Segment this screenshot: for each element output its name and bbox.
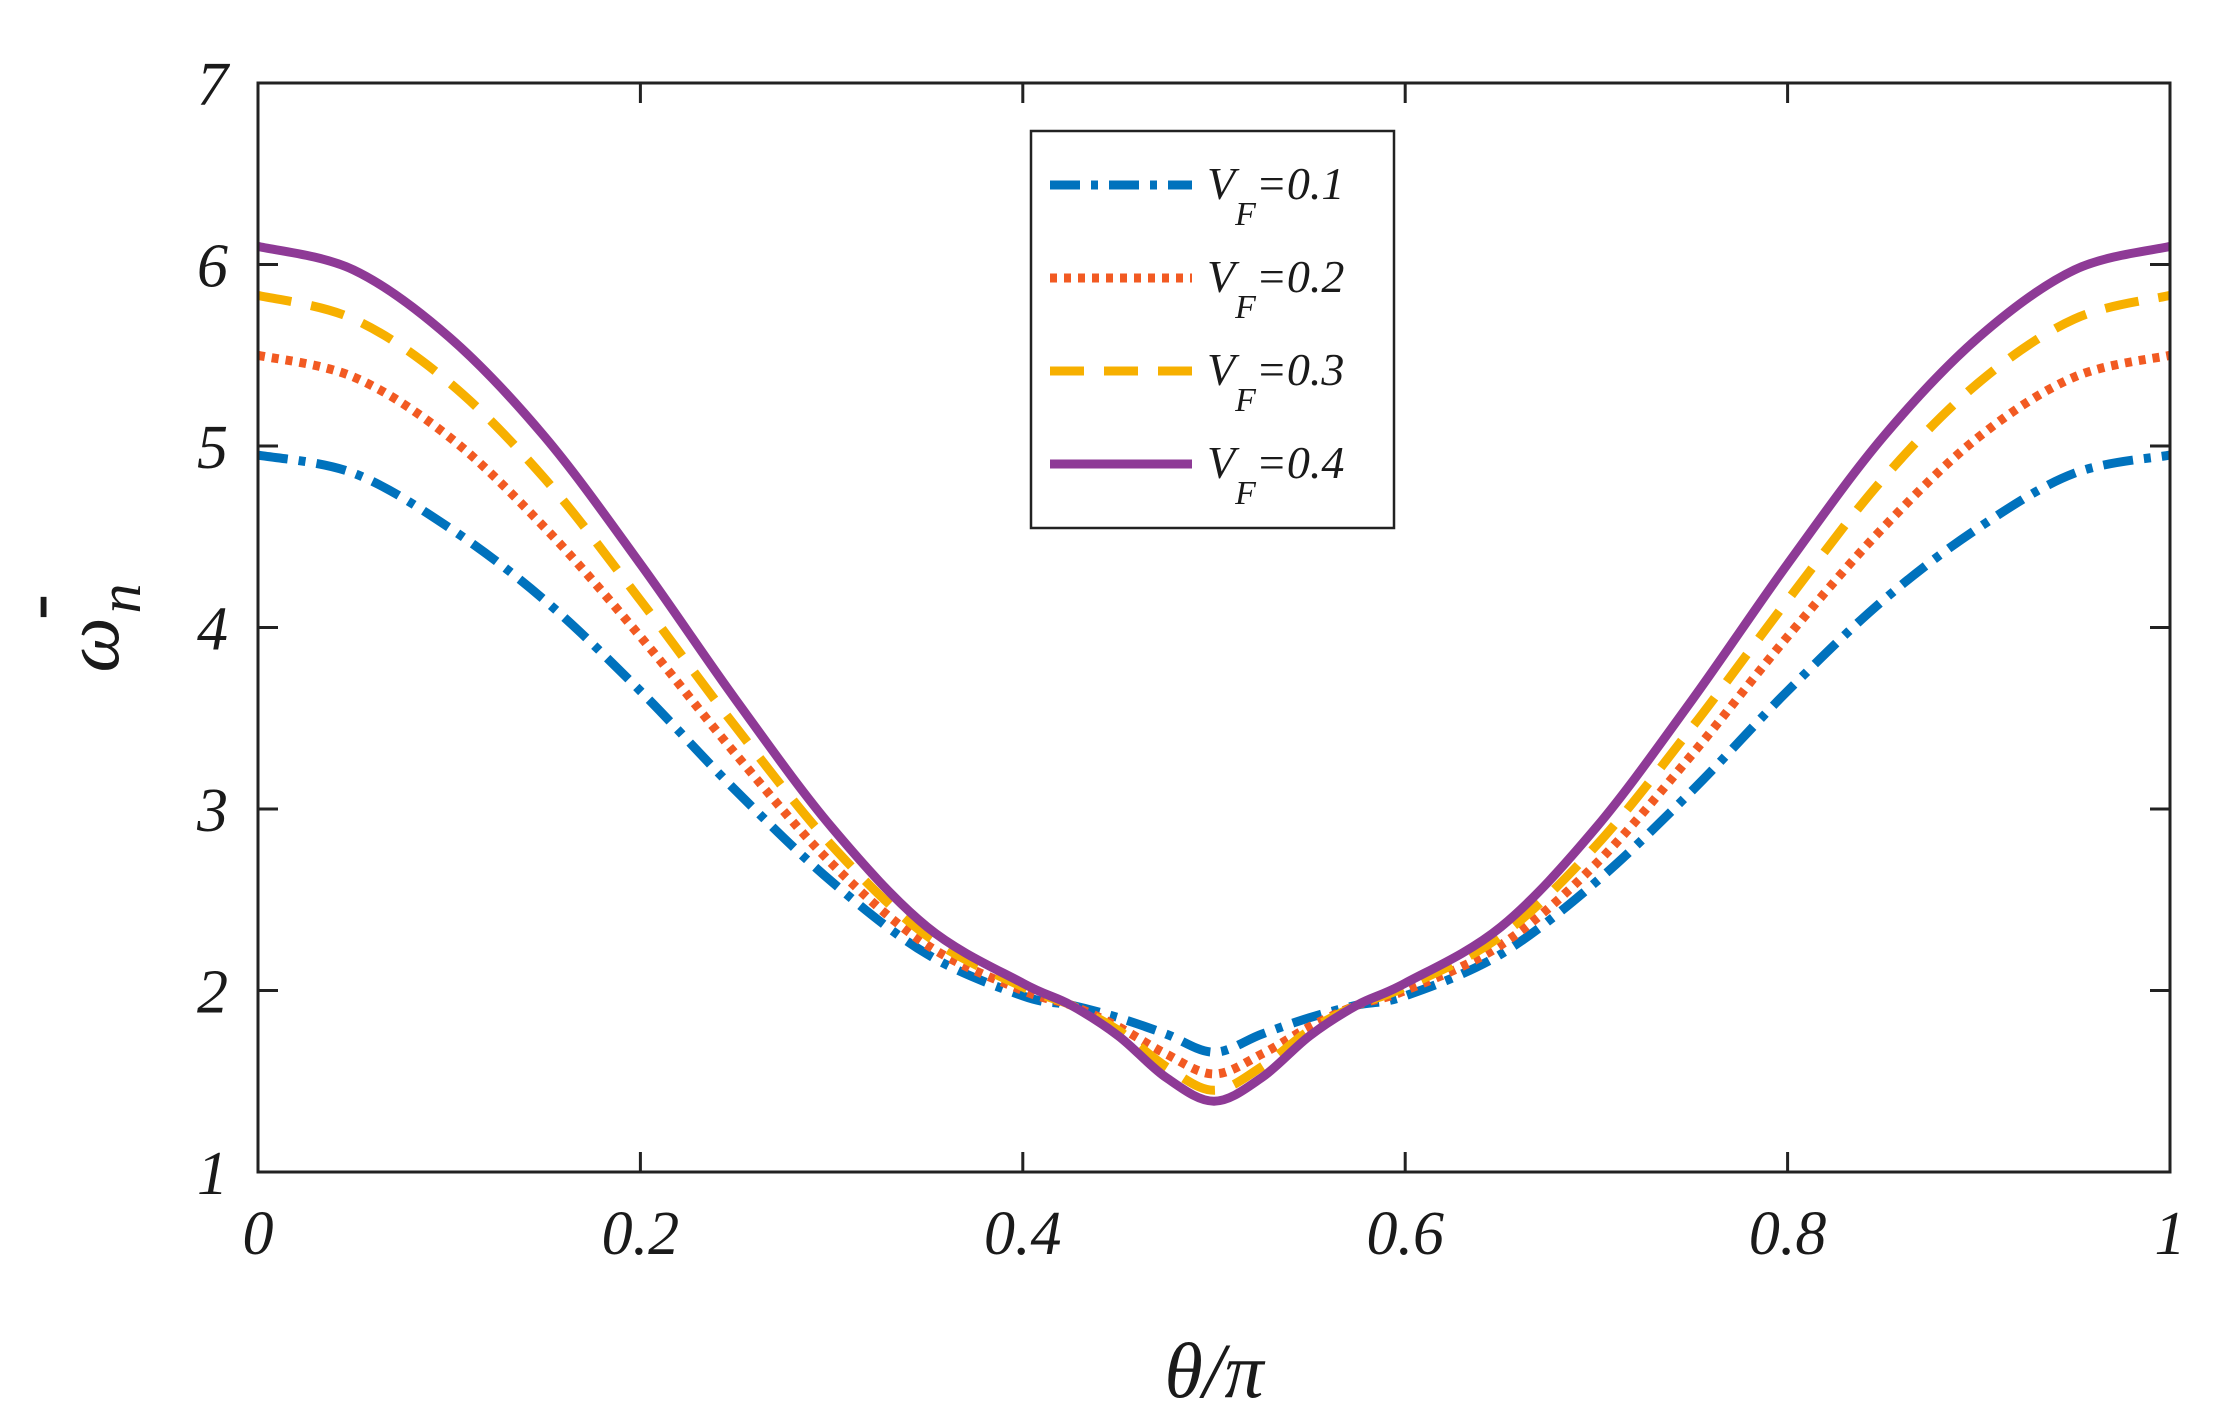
legend-label-subscript: F	[1234, 196, 1257, 233]
legend-items: VF=0.1VF=0.2VF=0.3VF=0.4	[1050, 158, 1344, 512]
chart-curves	[256, 242, 2172, 1106]
legend-label-base: V	[1207, 437, 1240, 488]
legend-label-v-f-0-1: VF=0.1	[1207, 158, 1344, 233]
y-tick-label: 7	[197, 51, 231, 119]
legend-label-value: =0.2	[1256, 251, 1345, 302]
x-tick-label: 0.8	[1749, 1200, 1827, 1268]
legend-label-base: V	[1207, 344, 1240, 395]
x-tick-label: 1	[2155, 1200, 2186, 1268]
y-tick-label: 4	[197, 596, 228, 664]
legend-label-value: =0.3	[1256, 344, 1345, 395]
y-axis-title-base: ω	[48, 617, 135, 672]
y-axis-title-subscript: n	[87, 583, 153, 613]
y-tick-label: 2	[197, 959, 228, 1027]
x-tick-label: 0.2	[602, 1200, 680, 1268]
series-line-v-f-0-1	[257, 450, 2171, 1057]
x-axis-title: θ/π	[1164, 1327, 1265, 1414]
legend-label-v-f-0-2: VF=0.2	[1207, 251, 1344, 326]
legend-label-subscript: F	[1234, 289, 1257, 326]
legend-label-subscript: F	[1234, 382, 1257, 419]
x-tick-label: 0	[243, 1200, 274, 1268]
y-tick-label: 6	[197, 233, 228, 301]
svg-text:ωn: ωn	[48, 583, 153, 672]
legend-label-v-f-0-4: VF=0.4	[1207, 437, 1344, 512]
legend-label-v-f-0-3: VF=0.3	[1207, 344, 1344, 419]
y-axis-title-mark: -	[0, 594, 79, 620]
legend: VF=0.1VF=0.2VF=0.3VF=0.4	[1029, 129, 1396, 530]
y-tick-label: 3	[196, 777, 228, 845]
y-axis-title: ωn -	[0, 583, 153, 672]
series-line-v-f-0-3	[256, 291, 2172, 1095]
legend-label-value: =0.1	[1256, 158, 1345, 209]
x-tick-label: 0.6	[1366, 1200, 1444, 1268]
legend-label-base: V	[1207, 251, 1240, 302]
x-tick-label: 0.4	[984, 1200, 1062, 1268]
legend-label-subscript: F	[1234, 475, 1257, 512]
legend-label-value: =0.4	[1256, 437, 1345, 488]
series-line-v-f-0-4	[256, 242, 2172, 1106]
axis-ticks: 0 0.2 0.4 0.6 0.8 1 1 2 3 4 5 6 7	[196, 51, 2186, 1268]
y-tick-label: 1	[197, 1140, 228, 1208]
legend-label-base: V	[1207, 158, 1240, 209]
y-tick-label: 5	[197, 414, 228, 482]
